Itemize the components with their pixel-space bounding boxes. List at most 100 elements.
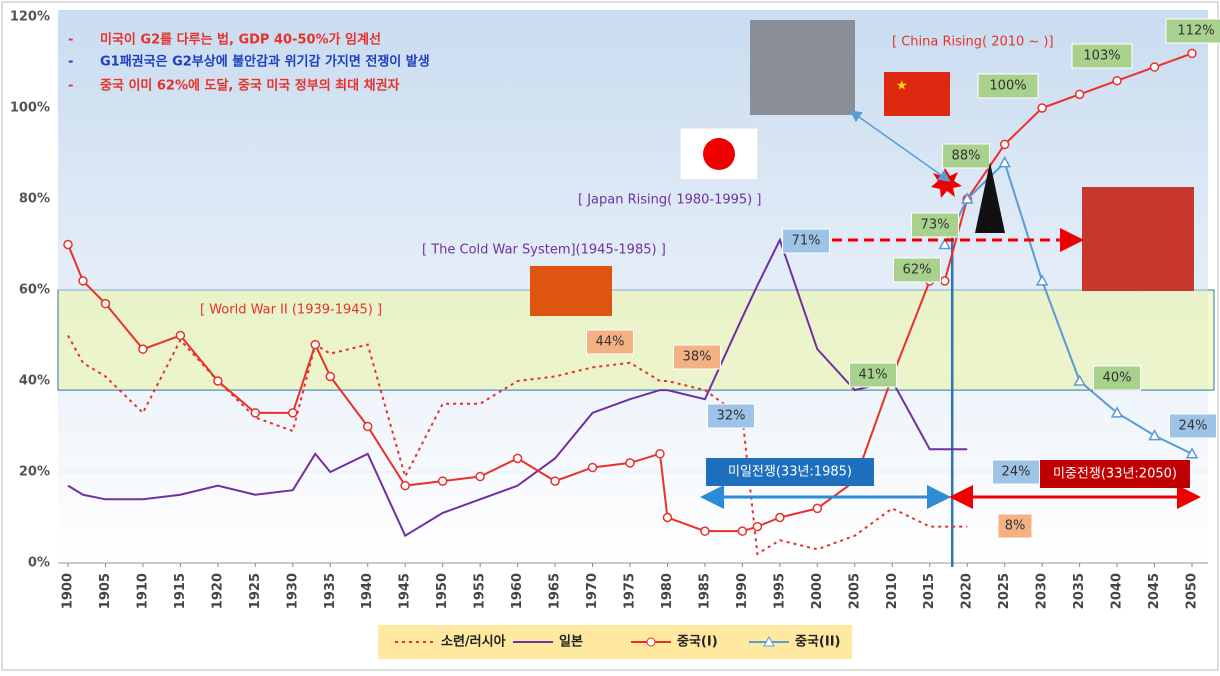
- point: [288, 408, 298, 418]
- point: [213, 376, 223, 386]
- x-tick-label: 2025: [997, 573, 1012, 609]
- x-tick-label: 1965: [548, 573, 563, 609]
- point: [1149, 62, 1160, 72]
- x-tick-label: 2005: [847, 573, 862, 609]
- callout-box: [707, 403, 755, 429]
- photo: [1082, 187, 1194, 291]
- point: [512, 453, 523, 464]
- point: [625, 458, 635, 468]
- legend-label: 중국(I): [677, 635, 718, 650]
- x-tick-label: 1990: [735, 573, 750, 609]
- callout-box: [1169, 413, 1217, 439]
- x-tick-label: 2010: [885, 573, 900, 609]
- x-tick-label: 1975: [623, 573, 638, 609]
- callout-box: [1165, 18, 1220, 44]
- callout: 40%: [1103, 371, 1132, 386]
- callout-box: [1093, 365, 1141, 391]
- point: [550, 476, 560, 486]
- svg-text:-: -: [68, 33, 73, 48]
- callout-box: [977, 73, 1039, 99]
- war-box: [1040, 460, 1190, 488]
- y-tick-label: 100%: [10, 101, 50, 116]
- y-tick-label: 40%: [19, 374, 50, 389]
- point: [938, 237, 951, 250]
- era-label: [ World War II (1939-1945) ]: [200, 303, 382, 318]
- callout: 73%: [921, 218, 950, 233]
- point: [400, 480, 410, 491]
- point: [1112, 75, 1122, 86]
- x-tick-label: 1950: [435, 573, 450, 609]
- era-label: [ China Rising( 2010 ~ )]: [892, 35, 1054, 50]
- x-tick-label: 2015: [922, 573, 937, 609]
- point: [310, 339, 321, 350]
- x-tick-label: 2050: [1185, 573, 1200, 609]
- legend-marker: [646, 637, 656, 647]
- x-tick-label: 1995: [772, 573, 787, 609]
- flag: [530, 266, 612, 316]
- x-tick-label: 2000: [810, 573, 825, 609]
- callout-box: [1071, 43, 1133, 69]
- link-arrow: [849, 110, 951, 182]
- x-tick-label: 1920: [210, 573, 225, 609]
- note: 중국 이미 62%에 도달, 중국 미국 정부의 최대 채권자: [100, 78, 400, 94]
- callout-box: [911, 212, 959, 238]
- legend-label: 일본: [559, 635, 583, 650]
- legend-label: 소련/러시아: [441, 634, 506, 650]
- x-tick-label: 2035: [1072, 573, 1087, 609]
- point: [63, 239, 73, 250]
- y-tick-label: 80%: [19, 192, 50, 207]
- x-tick-label: 1905: [98, 573, 113, 609]
- x-tick-label: 2020: [960, 573, 975, 609]
- war-box: [706, 458, 874, 486]
- x-tick-label: 1940: [360, 573, 375, 609]
- legend: 소련/러시아 일본 중국(I) 중국(II): [395, 634, 840, 650]
- point: [960, 192, 974, 204]
- point: [939, 276, 950, 286]
- svg-text:-: -: [68, 55, 73, 70]
- legend-label: 중국(II): [795, 635, 840, 650]
- x-tick-label: 1985: [697, 573, 712, 609]
- callout-box: [893, 257, 941, 283]
- point: [1185, 447, 1199, 459]
- callout-box: [673, 344, 721, 370]
- flag: [884, 72, 950, 116]
- x-tick-label: 1900: [61, 573, 76, 609]
- point: [737, 526, 748, 536]
- point: [999, 139, 1010, 150]
- y-tick-label: 60%: [19, 283, 50, 298]
- callout: 8%: [1005, 519, 1026, 534]
- x-tick-label: 1930: [285, 573, 300, 609]
- threshold-band: [57, 289, 1215, 391]
- point: [775, 512, 785, 523]
- point: [437, 476, 448, 486]
- x-tick-label: 1960: [510, 573, 525, 609]
- point: [362, 421, 373, 432]
- point: [475, 471, 485, 482]
- point: [752, 521, 763, 532]
- callout: 62%: [903, 263, 932, 278]
- point: [1073, 374, 1086, 386]
- x-tick-label: 1945: [398, 573, 413, 609]
- triangle-icon: [975, 162, 1005, 233]
- x-tick-label: 2040: [1110, 573, 1125, 609]
- callout: 103%: [1083, 49, 1120, 64]
- x-tick-label: 1980: [660, 573, 675, 609]
- note: 미국이 G2를 다루는 법, GDP 40-50%가 임계선: [100, 32, 381, 48]
- point: [175, 330, 186, 341]
- era-label: [ The Cold War System](1945-1985) ]: [422, 243, 666, 258]
- callout: 100%: [989, 79, 1026, 94]
- y-tick-label: 0%: [28, 556, 50, 571]
- callout: 41%: [859, 368, 888, 383]
- x-tick-label: 2045: [1147, 573, 1162, 609]
- point: [138, 344, 148, 354]
- flag-star: ★: [896, 79, 908, 94]
- y-tick-label: 20%: [19, 465, 50, 480]
- y-tick-label: 120%: [10, 10, 50, 25]
- callout: 38%: [683, 350, 712, 365]
- point: [1148, 429, 1161, 441]
- callout-box: [849, 362, 897, 388]
- x-tick-label: 1910: [135, 573, 150, 609]
- point: [1037, 103, 1047, 113]
- point: [662, 512, 673, 523]
